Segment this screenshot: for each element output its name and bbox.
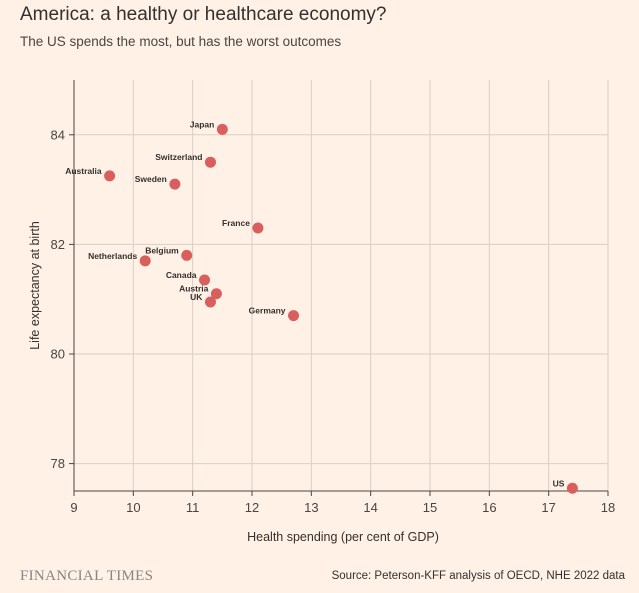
point-label: Japan (190, 119, 215, 129)
point-label: France (222, 218, 250, 228)
x-tick-label: 17 (541, 500, 555, 515)
x-tick-label: 15 (423, 500, 437, 515)
data-point (169, 178, 181, 190)
point-label: Germany (249, 306, 286, 316)
data-point (104, 170, 116, 182)
point-label: Australia (65, 166, 102, 176)
y-axis-label: Life expectancy at birth (28, 221, 42, 350)
point-label: Canada (166, 270, 197, 280)
brand-logo: FINANCIAL TIMES (20, 568, 154, 584)
point-label: Netherlands (88, 251, 137, 261)
point-label: Belgium (145, 245, 179, 255)
data-point (204, 296, 216, 308)
point-label: Switzerland (155, 152, 202, 162)
data-point (566, 482, 578, 494)
y-tick-label: 82 (51, 237, 65, 252)
point-label: Austria (179, 284, 209, 294)
chart-title: America: a healthy or healthcare economy… (20, 4, 387, 25)
x-tick-label: 18 (601, 500, 615, 515)
data-point (288, 310, 300, 322)
y-tick-label: 84 (51, 127, 65, 142)
y-tick-label: 78 (51, 456, 65, 471)
data-point (139, 255, 151, 267)
data-point (216, 123, 228, 135)
x-tick-label: 14 (363, 500, 377, 515)
x-tick-label: 9 (70, 500, 77, 515)
x-tick-label: 16 (482, 500, 496, 515)
y-tick-label: 80 (51, 347, 65, 362)
data-point (252, 222, 264, 234)
chart-subtitle: The US spends the most, but has the wors… (20, 34, 342, 49)
point-label: UK (190, 292, 203, 302)
x-tick-label: 11 (186, 500, 200, 515)
x-axis-label: Health spending (per cent of GDP) (247, 530, 439, 544)
data-point (204, 156, 216, 168)
data-point (210, 288, 222, 300)
point-label: Sweden (135, 174, 167, 184)
x-tick-label: 13 (304, 500, 318, 515)
data-point (199, 274, 211, 286)
x-tick-label: 10 (126, 500, 140, 515)
data-point (181, 249, 193, 261)
source-note: Source: Peterson-KFF analysis of OECD, N… (331, 570, 625, 582)
x-tick-label: 12 (245, 500, 259, 515)
point-label: US (553, 478, 565, 488)
